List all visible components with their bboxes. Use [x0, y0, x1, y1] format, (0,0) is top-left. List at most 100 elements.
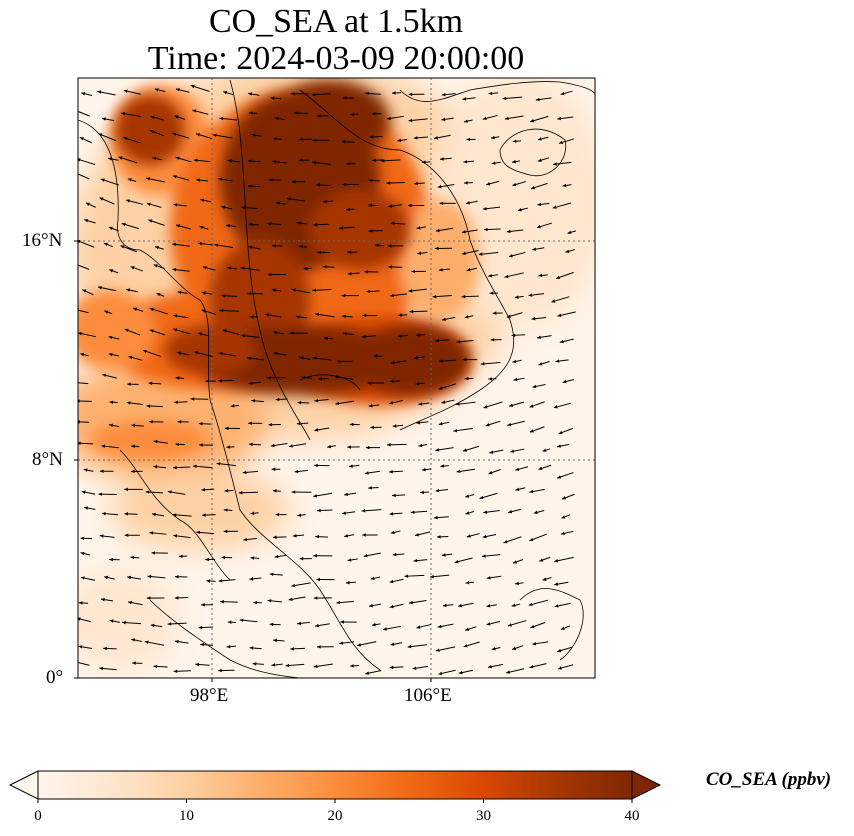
wind-arrowhead — [371, 112, 376, 116]
wind-arrowhead — [538, 362, 543, 366]
wind-arrowhead — [273, 638, 277, 643]
wind-arrowhead — [512, 359, 517, 364]
wind-arrowhead — [172, 267, 177, 272]
wind-arrowhead — [269, 622, 274, 627]
wind-arrowhead — [218, 379, 222, 383]
wind-arrowhead — [349, 422, 354, 427]
wind-arrowhead — [486, 622, 491, 626]
wind-arrowhead — [463, 160, 468, 164]
wind-arrowhead — [558, 430, 563, 435]
wind-arrowhead — [485, 423, 490, 427]
wind-arrowhead — [146, 404, 151, 408]
wind-arrowhead — [407, 203, 412, 208]
wind-arrowhead — [538, 466, 543, 470]
wind-arrowhead — [488, 273, 492, 278]
wind-arrowhead — [195, 662, 200, 667]
wind-arrowhead — [249, 315, 254, 319]
wind-arrowhead — [109, 400, 114, 404]
wind-arrowhead — [512, 159, 516, 164]
wind-arrowhead — [123, 136, 128, 141]
wind-arrowhead — [408, 289, 413, 293]
wind-arrowhead — [297, 513, 302, 517]
wind-arrowhead — [392, 493, 396, 498]
wind-arrowhead — [433, 515, 438, 520]
wind-arrowhead — [130, 266, 135, 270]
wind-arrowhead — [223, 508, 228, 512]
wind-arrowhead — [390, 530, 395, 535]
wind-arrowhead — [486, 576, 491, 580]
wind-arrowhead — [84, 219, 89, 223]
colorbar-bar — [37, 770, 633, 800]
wind-arrowhead — [317, 508, 321, 513]
wind-arrowhead — [297, 400, 302, 405]
wind-arrowhead — [463, 644, 468, 648]
wind-arrowhead — [173, 314, 178, 318]
wind-arrowhead — [361, 509, 366, 513]
wind-arrowhead — [288, 444, 293, 448]
wind-arrowhead — [248, 92, 253, 96]
map-title-line1: CO_SEA at 1.5km — [208, 3, 464, 40]
wind-arrowhead — [323, 336, 328, 341]
wind-arrowhead — [565, 249, 570, 253]
wind-arrowhead — [390, 221, 395, 226]
wind-arrowhead — [488, 91, 493, 96]
wind-arrowhead — [108, 226, 113, 231]
wind-arrowhead — [318, 377, 322, 381]
wind-arrowhead — [432, 294, 437, 299]
wind-arrowhead — [248, 442, 253, 447]
wind-arrowhead — [149, 129, 154, 134]
wind-arrowhead — [148, 381, 153, 386]
wind-arrowhead — [146, 596, 151, 600]
wind-arrowhead — [554, 559, 559, 563]
wind-arrowhead — [412, 666, 417, 670]
wind-arrowhead — [416, 333, 421, 337]
wind-arrowhead — [272, 159, 277, 164]
wind-arrowhead — [567, 230, 572, 234]
wind-arrowhead — [294, 111, 298, 115]
wind-arrowhead — [80, 536, 85, 540]
wind-arrowhead — [506, 670, 511, 674]
wind-arrowhead — [247, 291, 251, 296]
wind-arrowhead — [149, 531, 154, 535]
wind-arrowhead — [552, 205, 557, 209]
wind-arrowhead — [146, 177, 150, 181]
wind-arrowhead — [78, 158, 81, 162]
wind-arrowhead — [80, 551, 85, 556]
wind-arrowhead — [124, 533, 129, 537]
wind-arrowhead — [121, 222, 126, 227]
wind-arrowhead — [438, 386, 443, 390]
wind-arrowhead — [97, 90, 102, 94]
wind-arrowhead — [441, 92, 446, 97]
wind-arrowhead — [537, 158, 542, 162]
wind-arrowhead — [389, 579, 394, 584]
wind-arrowhead — [420, 490, 424, 495]
wind-arrow — [78, 264, 90, 270]
wind-arrowhead — [81, 92, 86, 96]
wind-arrowhead — [78, 441, 81, 446]
wind-arrowhead — [224, 426, 229, 431]
wind-arrowhead — [392, 424, 397, 428]
wind-arrowhead — [408, 92, 413, 97]
wind-arrowhead — [267, 272, 272, 277]
wind-arrowhead — [316, 250, 321, 255]
wind-arrowhead — [342, 331, 347, 336]
wind-arrowhead — [178, 554, 183, 558]
wind-arrowhead — [561, 496, 566, 500]
wind-arrowhead — [314, 428, 319, 432]
wind-arrowhead — [219, 116, 224, 121]
wind-arrowhead — [346, 162, 351, 166]
wind-arrowhead — [347, 250, 352, 255]
wind-arrowhead — [78, 645, 83, 649]
wind-arrowhead — [218, 668, 222, 673]
wind-arrowhead — [503, 540, 508, 544]
wind-arrowhead — [322, 265, 327, 269]
wind-arrowhead — [312, 160, 316, 165]
wind-arrowhead — [491, 161, 496, 165]
wind-arrowhead — [240, 266, 245, 270]
wind-arrowhead — [347, 445, 351, 449]
wind-arrowhead — [392, 552, 397, 557]
wind-arrowhead — [74, 263, 78, 266]
wind-arrowhead — [303, 266, 308, 271]
wind-arrowhead — [510, 449, 515, 453]
wind-arrowhead — [222, 329, 227, 333]
